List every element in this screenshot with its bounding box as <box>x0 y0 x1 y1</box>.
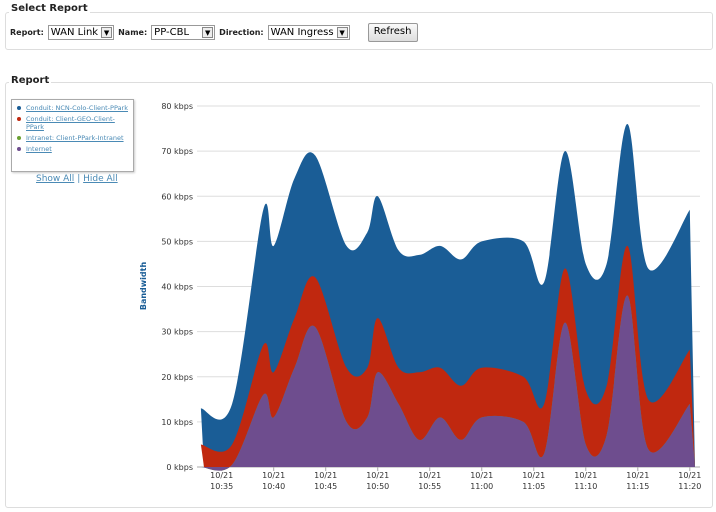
y-tick-label: 50 kbps <box>161 237 193 246</box>
legend-dot-icon <box>17 147 21 151</box>
separator: | <box>77 174 81 184</box>
name-select[interactable]: PP-CBL ▼ <box>151 25 216 40</box>
report-value: WAN Link <box>50 27 99 38</box>
x-tick-label: 10/21 <box>262 471 285 480</box>
report-title: Report <box>9 75 52 86</box>
report-panel <box>5 82 713 508</box>
legend-dot-icon <box>17 106 21 110</box>
legend-item-intranet[interactable]: Intranet: Client-PPark-Intranet <box>17 134 129 142</box>
x-tick-label: 10/21 <box>626 471 649 480</box>
legend-label: Conduit: Client-GEO-Client-PPark <box>26 115 115 131</box>
legend-links: Show All | Hide All <box>11 174 134 184</box>
y-tick-label: 60 kbps <box>161 192 193 201</box>
y-tick-label: 70 kbps <box>161 147 193 156</box>
x-tick-label: 10:45 <box>314 482 337 491</box>
x-tick-label: 10/21 <box>678 471 701 480</box>
select-report-panel <box>5 12 713 50</box>
x-tick-label: 10:35 <box>210 482 233 491</box>
legend-dot-icon <box>17 136 21 140</box>
show-all-link[interactable]: Show All <box>36 174 75 184</box>
legend-label: Intranet: Client-PPark-Intranet <box>26 134 124 142</box>
x-tick-label: 10/21 <box>366 471 389 480</box>
x-tick-label: 10/21 <box>314 471 337 480</box>
y-tick-label: 80 kbps <box>161 102 193 111</box>
x-tick-label: 11:05 <box>522 482 545 491</box>
legend-item-internet[interactable]: Internet <box>17 145 129 153</box>
y-tick-label: 0 kbps <box>166 463 193 472</box>
report-select[interactable]: WAN Link ▼ <box>47 25 115 40</box>
x-tick-label: 10:55 <box>418 482 441 491</box>
x-tick-label: 10/21 <box>522 471 545 480</box>
legend-label: Internet <box>26 145 52 153</box>
y-tick-label: 10 kbps <box>161 418 193 427</box>
x-tick-label: 10/21 <box>574 471 597 480</box>
refresh-button[interactable]: Refresh <box>367 23 418 42</box>
x-tick-label: 10/21 <box>418 471 441 480</box>
x-tick-label: 11:15 <box>626 482 649 491</box>
legend-item-client-geo[interactable]: Conduit: Client-GEO-Client-PPark <box>17 115 129 131</box>
x-tick-label: 10:50 <box>366 482 389 491</box>
hide-all-link[interactable]: Hide All <box>83 174 118 184</box>
select-report-title: Select Report <box>9 3 90 14</box>
select-report-form: Report: WAN Link ▼ Name: PP-CBL ▼ Directio… <box>10 23 418 42</box>
chart-legend: Conduit: NCN-Colo-Client-PPark Conduit: … <box>11 99 134 172</box>
y-axis-label: Bandwidth <box>139 262 148 311</box>
y-tick-label: 20 kbps <box>161 373 193 382</box>
direction-label: Direction: <box>219 28 264 37</box>
y-tick-label: 40 kbps <box>161 283 193 292</box>
name-value: PP-CBL <box>154 27 190 38</box>
chevron-down-icon: ▼ <box>101 27 113 38</box>
x-tick-label: 11:20 <box>678 482 701 491</box>
x-tick-label: 11:10 <box>574 482 597 491</box>
legend-item-ncn-colo[interactable]: Conduit: NCN-Colo-Client-PPark <box>17 104 129 112</box>
legend-label: Conduit: NCN-Colo-Client-PPark <box>26 104 128 112</box>
direction-select[interactable]: WAN Ingress ▼ <box>267 25 350 40</box>
series-area-0 <box>200 295 695 471</box>
report-label: Report: <box>10 28 44 37</box>
legend-column: Conduit: NCN-Colo-Client-PPark Conduit: … <box>11 99 134 184</box>
x-tick-label: 10:40 <box>262 482 285 491</box>
y-tick-label: 30 kbps <box>161 328 193 337</box>
chevron-down-icon: ▼ <box>336 27 348 38</box>
legend-dot-icon <box>17 117 21 121</box>
x-tick-label: 10/21 <box>210 471 233 480</box>
chevron-down-icon: ▼ <box>202 27 214 38</box>
direction-value: WAN Ingress <box>270 27 334 38</box>
name-label: Name: <box>118 28 148 37</box>
x-tick-label: 10/21 <box>470 471 493 480</box>
x-tick-label: 11:00 <box>470 482 493 491</box>
